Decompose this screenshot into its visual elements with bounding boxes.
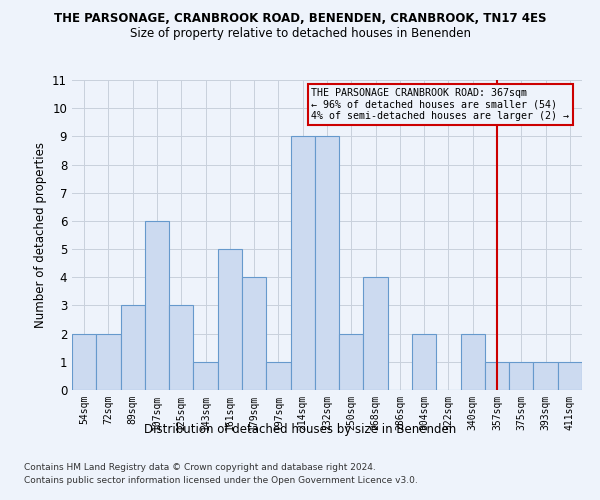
Bar bbox=[266, 362, 290, 390]
Text: Contains HM Land Registry data © Crown copyright and database right 2024.: Contains HM Land Registry data © Crown c… bbox=[24, 462, 376, 471]
Bar bbox=[339, 334, 364, 390]
Bar bbox=[242, 278, 266, 390]
Y-axis label: Number of detached properties: Number of detached properties bbox=[34, 142, 47, 328]
Bar bbox=[558, 362, 582, 390]
Bar bbox=[461, 334, 485, 390]
Bar bbox=[169, 306, 193, 390]
Bar bbox=[145, 221, 169, 390]
Bar bbox=[96, 334, 121, 390]
Bar bbox=[364, 278, 388, 390]
Bar bbox=[121, 306, 145, 390]
Text: Contains public sector information licensed under the Open Government Licence v3: Contains public sector information licen… bbox=[24, 476, 418, 485]
Bar bbox=[315, 136, 339, 390]
Text: THE PARSONAGE CRANBROOK ROAD: 367sqm
← 96% of detached houses are smaller (54)
4: THE PARSONAGE CRANBROOK ROAD: 367sqm ← 9… bbox=[311, 88, 569, 121]
Bar bbox=[218, 249, 242, 390]
Bar bbox=[533, 362, 558, 390]
Bar bbox=[72, 334, 96, 390]
Bar bbox=[509, 362, 533, 390]
Text: THE PARSONAGE, CRANBROOK ROAD, BENENDEN, CRANBROOK, TN17 4ES: THE PARSONAGE, CRANBROOK ROAD, BENENDEN,… bbox=[54, 12, 546, 26]
Bar bbox=[193, 362, 218, 390]
Bar bbox=[290, 136, 315, 390]
Bar bbox=[485, 362, 509, 390]
Text: Distribution of detached houses by size in Benenden: Distribution of detached houses by size … bbox=[144, 422, 456, 436]
Text: Size of property relative to detached houses in Benenden: Size of property relative to detached ho… bbox=[130, 28, 470, 40]
Bar bbox=[412, 334, 436, 390]
